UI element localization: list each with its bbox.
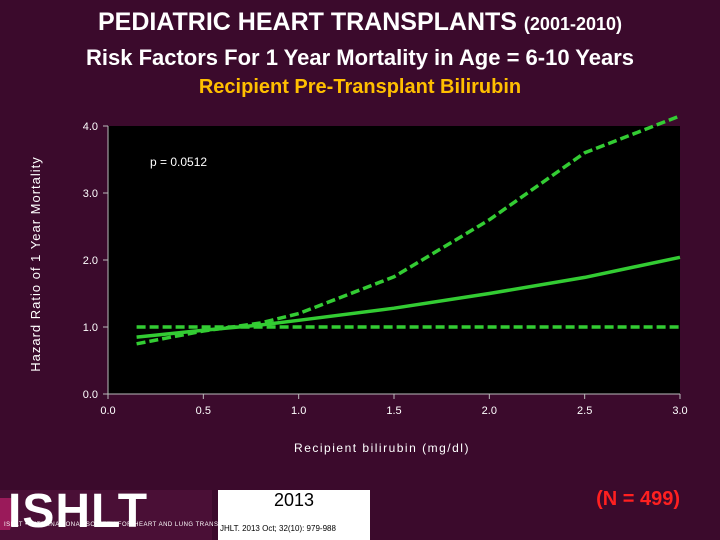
citation-reference: JHLT. 2013 Oct; 32(10): 979-988 [220,524,336,533]
chart-series [136,114,681,346]
x-tick-label: 2.5 [577,405,592,417]
sample-size-label: (N = 499) [596,488,680,510]
chart-axes [103,125,681,399]
variable-title: Recipient Pre-Transplant Bilirubin [198,76,522,98]
ishlt-logo [0,490,212,540]
citation-year: 2013 [273,490,315,510]
confidence-limit-line-1 [136,114,681,346]
y-tick-label: 3.0 [83,188,98,200]
page-title: PEDIATRIC HEART TRANSPLANTS (2001-2010) [0,8,720,37]
y-axis-label: Hazard Ratio of 1 Year Mortality [28,156,43,372]
y-tick-label: 4.0 [83,121,98,133]
x-tick-label: 0.0 [100,405,115,417]
x-tick-label: 2.0 [482,405,497,417]
hazard-ratio-line [136,255,681,339]
y-tick-label: 0.0 [83,389,98,401]
page-subtitle: Risk Factors For 1 Year Mortality in Age… [85,45,634,70]
plot-area [108,126,680,394]
p-value-annotation: p = 0.0512 [150,155,207,169]
x-tick-label: 1.0 [291,405,306,417]
y-tick-label: 1.0 [83,322,98,334]
x-axis-label: Recipient bilirubin (mg/dl) [294,441,470,455]
logo-subtext: ISHLT • INTERNATIONAL SOCIETY FOR HEART … [4,522,261,528]
citation-box: 2013 JHLT. 2013 Oct; 32(10): 979-988 [218,490,370,540]
x-tick-label: 0.5 [196,405,211,417]
title-years: (2001-2010) [523,14,622,34]
logo-text: ISHLT [8,485,149,538]
hazard-ratio-chart: 0.0 1.0 2.0 3.0 4.0 0.0 0.5 1.0 1.5 2.0 2.5 3.0 p =… [28,114,688,455]
y-tick-label: 2.0 [83,255,98,267]
chart-tick-labels: 0.0 1.0 2.0 3.0 4.0 0.0 0.5 1.0 1.5 2.0 2.5 3.0 [83,121,688,417]
title-main: PEDIATRIC HEART TRANSPLANTS [97,8,517,36]
x-tick-label: 3.0 [672,405,687,417]
x-tick-label: 1.5 [386,405,401,417]
